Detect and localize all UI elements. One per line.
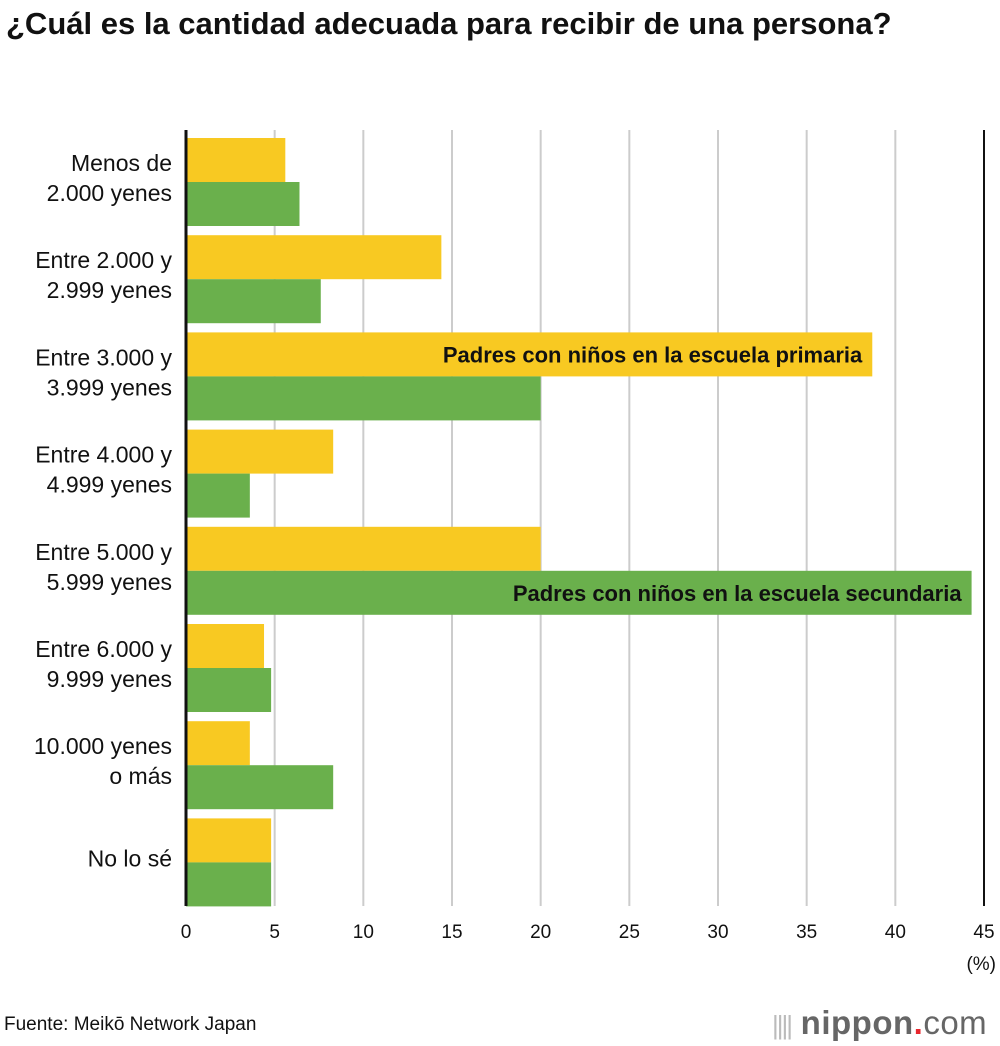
x-tick-label: 45 [973, 922, 994, 943]
x-tick-label: 5 [269, 922, 280, 943]
category-label: Entre 5.000 y [35, 539, 172, 565]
bar-secondary [186, 473, 250, 518]
category-label: 10.000 yenes [34, 733, 172, 759]
bar-secondary [186, 279, 321, 324]
category-label: No lo sé [88, 845, 172, 871]
category-label: Menos de [71, 150, 172, 176]
category-label: Entre 6.000 y [35, 636, 172, 662]
bar-primary [186, 235, 442, 280]
series-label: Padres con niños en la escuela primaria [443, 342, 863, 367]
x-tick-label: 10 [353, 922, 374, 943]
category-label: Entre 3.000 y [35, 344, 172, 370]
category-label: 3.999 yenes [47, 374, 172, 400]
bar-secondary [186, 570, 972, 615]
x-tick-label: 20 [530, 922, 551, 943]
category-label: 5.999 yenes [47, 569, 172, 595]
bar-secondary [186, 376, 541, 421]
bar-primary [186, 818, 272, 863]
chart-title: ¿Cuál es la cantidad adecuada para recib… [6, 6, 892, 41]
bar-primary [186, 332, 873, 377]
category-label: o más [109, 763, 172, 789]
series-label: Padres con niños en la escuela secundari… [513, 581, 963, 606]
category-label: 9.999 yenes [47, 666, 172, 692]
category-label: 2.999 yenes [47, 277, 172, 303]
x-tick-label: 30 [707, 922, 728, 943]
x-tick-label: 35 [796, 922, 817, 943]
bar-primary [186, 624, 265, 668]
x-tick-label: 25 [619, 922, 640, 943]
bar-primary [186, 138, 286, 182]
bar-secondary [186, 862, 272, 907]
category-label: 4.999 yenes [47, 472, 172, 498]
category-label: Entre 2.000 y [35, 247, 172, 273]
category-label: 2.000 yenes [47, 180, 172, 206]
bar-primary [186, 429, 334, 474]
x-axis-unit: (%) [966, 954, 996, 975]
bar-secondary [186, 765, 334, 810]
source-note: Fuente: Meikō Network Japan [4, 1014, 257, 1035]
bar-primary [186, 721, 250, 766]
x-tick-label: 40 [885, 922, 906, 943]
bar-secondary [186, 668, 272, 712]
x-tick-label: 15 [441, 922, 462, 943]
bar-secondary [186, 182, 300, 226]
bar-primary [186, 526, 541, 571]
category-label: Entre 4.000 y [35, 442, 172, 468]
nippon-logo: |||| nippon.com [772, 1004, 988, 1041]
x-tick-label: 0 [181, 922, 192, 943]
bar-chart: 0 5 10 15 20 25 30 35 40 45 (%) Menos de 2.000 yenes… [34, 130, 996, 975]
